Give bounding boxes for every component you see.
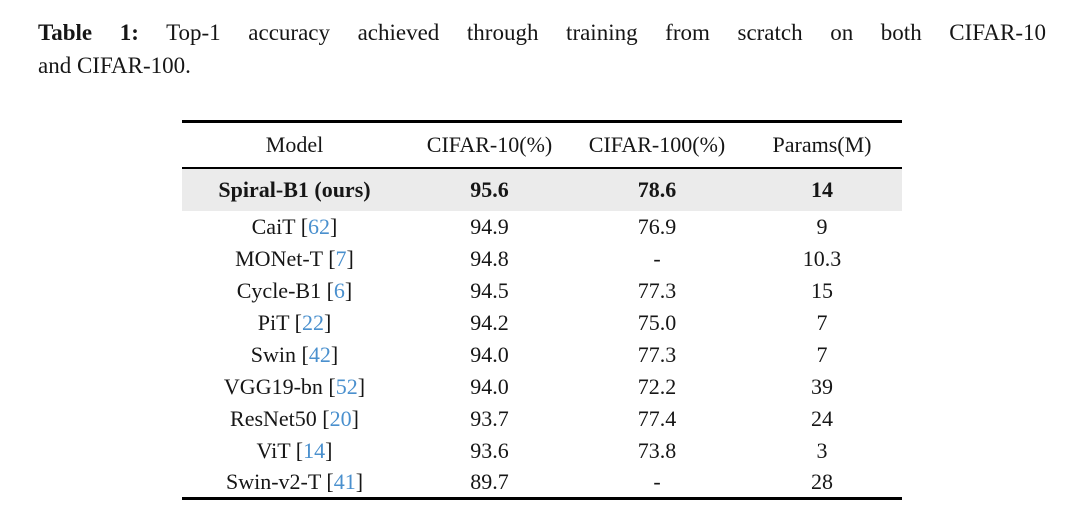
cifar10-cell: 94.5 (470, 277, 509, 303)
params-cell: 10.3 (802, 245, 842, 271)
bracket-open: [ (294, 309, 302, 335)
caption-line-2: and CIFAR-100. (38, 53, 191, 78)
bracket-close: ] (330, 213, 338, 239)
cifar10-cell: 93.6 (470, 437, 509, 463)
citation-link[interactable]: 52 (335, 373, 358, 399)
params-cell: 7 (816, 341, 828, 367)
bracket-close: ] (346, 245, 354, 271)
model-cell: CaiT [62] (182, 211, 407, 243)
cifar10-cell: 94.8 (470, 245, 509, 271)
caption-label: Table 1: (38, 20, 139, 45)
bracket-close: ] (351, 405, 359, 431)
table-caption: Table 1: Top-1 accuracy achieved through… (38, 16, 1046, 82)
model-name: Swin (250, 341, 297, 367)
results-table: Model CIFAR-10(%) CIFAR-100(%) Params(M)… (182, 120, 902, 500)
citation-link[interactable]: 62 (308, 213, 331, 239)
bracket-open: [ (328, 245, 336, 271)
bracket-close: ] (355, 468, 364, 494)
column-header-model: Model (265, 131, 324, 157)
bracket-open: [ (295, 437, 304, 463)
model-name: Cycle-B1 (236, 277, 322, 303)
bracket-open: [ (326, 468, 334, 494)
citation-link[interactable]: 22 (301, 309, 324, 335)
table-row: ResNet50 [20] 93.7 77.4 24 (182, 403, 902, 435)
table-row: PiT [22] 94.2 75.0 7 (182, 307, 902, 339)
cifar100-cell: 77.4 (637, 405, 677, 431)
cifar10-cell: 94.9 (470, 213, 509, 239)
bracket-close: ] (357, 373, 366, 399)
caption-text: Top-1 accuracy achieved through training… (166, 20, 1046, 45)
table-row-ours: Spiral-B1 (ours) 95.6 78.6 14 (182, 167, 902, 211)
model-name: ViT (256, 437, 291, 463)
model-name: CaiT (251, 213, 296, 239)
model-cell: Spiral-B1 (ours) (218, 176, 371, 202)
cifar100-cell: 73.8 (637, 437, 677, 463)
citation-link[interactable]: 7 (335, 245, 347, 271)
citation-link[interactable]: 42 (308, 341, 331, 367)
cifar100-cell: - (653, 245, 661, 271)
table-row: Swin [42] 94.0 77.3 7 (182, 339, 902, 371)
model-cell: ResNet50 [20] (182, 403, 407, 435)
table-row: MONet-T [7] 94.8 - 10.3 (182, 243, 902, 275)
params-cell: 15 (811, 277, 833, 303)
bracket-close: ] (330, 341, 339, 367)
cifar100-cell: 77.3 (637, 341, 677, 367)
params-cell: 39 (811, 373, 833, 399)
bracket-open: [ (301, 341, 309, 367)
table-row: Cycle-B1 [6] 94.5 77.3 15 (182, 275, 902, 307)
model-cell: PiT [22] (182, 307, 407, 339)
model-cell: Swin [42] (182, 339, 407, 371)
bracket-close: ] (325, 437, 333, 463)
params-cell: 28 (811, 468, 833, 494)
cifar10-cell: 94.2 (470, 309, 509, 335)
params-cell: 9 (816, 213, 828, 239)
model-cell: Swin-v2-T [41] (182, 467, 407, 499)
model-cell: MONet-T [7] (182, 243, 407, 275)
cifar10-cell: 94.0 (470, 373, 509, 399)
params-cell: 24 (811, 405, 833, 431)
cifar10-cell: 94.0 (470, 341, 509, 367)
cifar100-cell: 77.3 (637, 277, 677, 303)
model-cell: Cycle-B1 [6] (182, 275, 407, 307)
header-row: Model CIFAR-10(%) CIFAR-100(%) Params(M) (182, 121, 902, 168)
cifar100-cell: 76.9 (637, 213, 677, 239)
model-name: Swin-v2-T (225, 468, 321, 494)
citation-link[interactable]: 41 (333, 468, 356, 494)
params-cell: 7 (816, 309, 828, 335)
table-row: VGG19-bn [52] 94.0 72.2 39 (182, 371, 902, 403)
model-name: PiT (257, 309, 290, 335)
bracket-close: ] (323, 309, 332, 335)
cifar100-cell: 75.0 (637, 309, 677, 335)
citation-link[interactable]: 20 (329, 405, 352, 431)
bracket-open: [ (326, 277, 334, 303)
params-cell: 3 (816, 437, 828, 463)
table-row: Swin-v2-T [41] 89.7 - 28 (182, 467, 902, 499)
model-name: MONet-T (235, 245, 323, 271)
bracket-open: [ (300, 213, 309, 239)
citation-link[interactable]: 14 (303, 437, 326, 463)
model-name: VGG19-bn (223, 373, 323, 399)
column-header-cifar100: CIFAR-100(%) (588, 131, 726, 157)
cifar100-cell: 72.2 (637, 373, 677, 399)
column-header-params: Params(M) (772, 131, 872, 157)
cifar10-cell: 95.6 (470, 176, 509, 202)
table-row: CaiT [62] 94.9 76.9 9 (182, 211, 902, 243)
cifar10-cell: 89.7 (470, 468, 509, 494)
bracket-close: ] (344, 277, 353, 303)
bracket-open: [ (328, 373, 336, 399)
column-header-cifar10: CIFAR-10(%) (426, 131, 553, 157)
cifar10-cell: 93.7 (470, 405, 509, 431)
params-cell: 14 (811, 176, 833, 202)
model-cell: ViT [14] (182, 435, 407, 467)
cifar100-cell: 78.6 (637, 176, 677, 202)
caption-line-1: Table 1: Top-1 accuracy achieved through… (38, 16, 1046, 49)
citation-link[interactable]: 6 (333, 277, 345, 303)
model-cell: VGG19-bn [52] (182, 371, 407, 403)
cifar100-cell: - (653, 468, 661, 494)
model-name: ResNet50 (230, 405, 317, 431)
table-row: ViT [14] 93.6 73.8 3 (182, 435, 902, 467)
bracket-open: [ (322, 405, 330, 431)
